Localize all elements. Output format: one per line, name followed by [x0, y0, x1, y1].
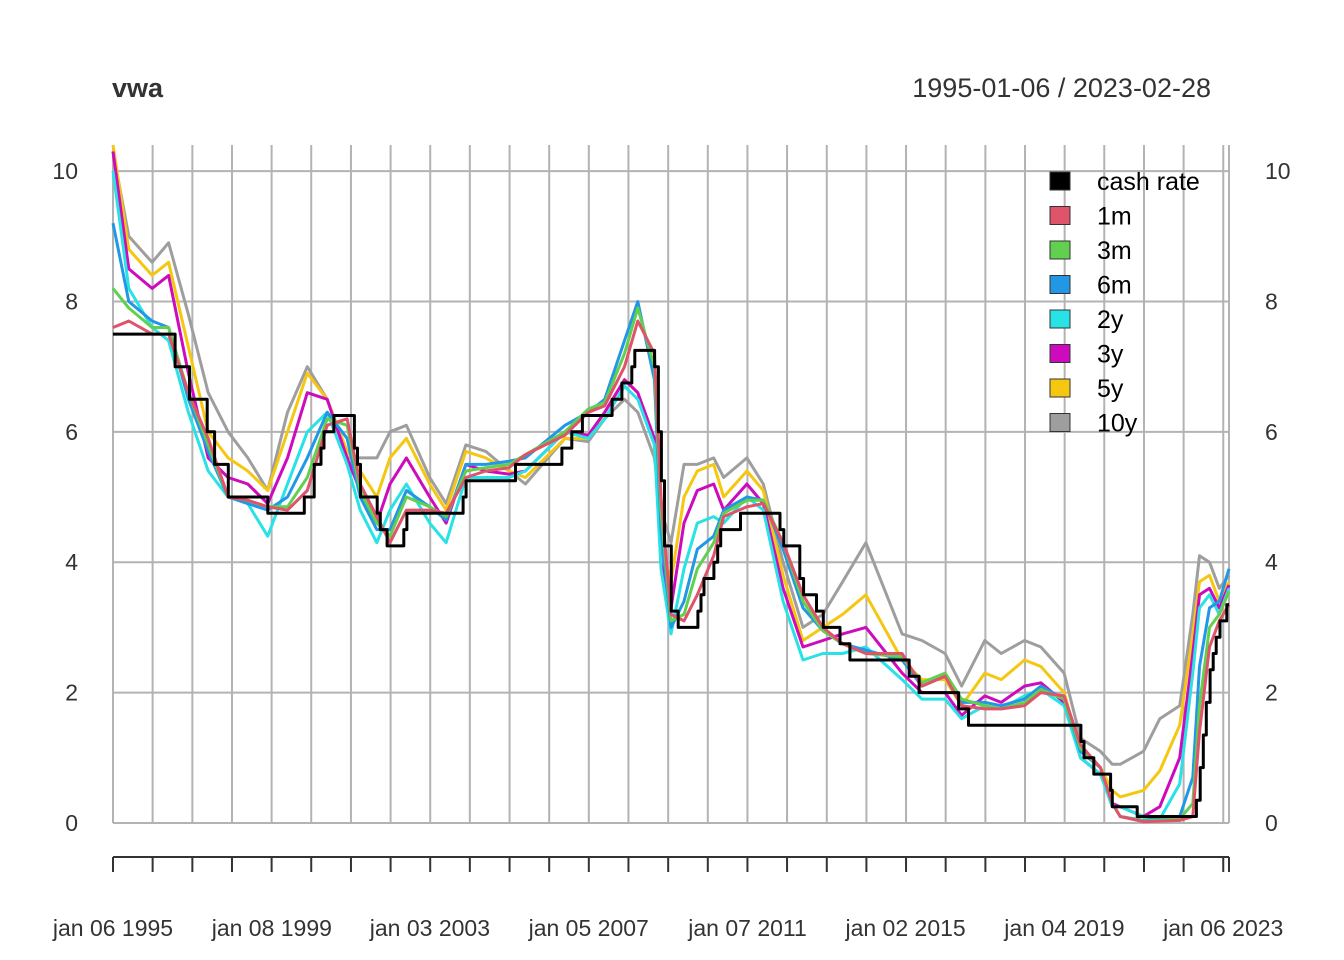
y-axis-ticks: 0 0 2 2 4 4 6 6 8 8 10 10	[52, 158, 1290, 836]
y-tick-label-right: 2	[1265, 680, 1278, 706]
chart-date-range: 1995-01-06 / 2023-02-28	[912, 73, 1211, 103]
x-tick-label: jan 02 2015	[844, 915, 965, 941]
legend: cash rate 1m 3m 6m 2y 3y 5y 10y	[1049, 168, 1200, 438]
legend-swatch	[1049, 240, 1071, 260]
legend-label: 1m	[1097, 203, 1132, 231]
y-tick-label-left: 4	[65, 549, 78, 575]
legend-swatch	[1049, 344, 1071, 363]
x-tick-label: jan 07 2011	[687, 915, 807, 941]
legend-label: 10y	[1097, 410, 1138, 438]
legend-swatch	[1049, 413, 1071, 432]
y-tick-label-left: 6	[65, 419, 78, 445]
x-tick-label: jan 06 2023	[1162, 915, 1283, 941]
chart-title: vwa	[112, 73, 164, 103]
y-tick-label-right: 4	[1265, 549, 1278, 575]
legend-label: 2y	[1097, 306, 1124, 334]
legend-swatch	[1049, 171, 1071, 191]
legend-swatch	[1049, 309, 1071, 329]
x-tick-label: jan 06 1995	[52, 915, 173, 941]
legend-label: 6m	[1097, 272, 1132, 300]
y-tick-label-right: 0	[1265, 810, 1278, 836]
y-tick-label-left: 2	[65, 680, 78, 706]
series-line-cash-rate	[113, 332, 1229, 818]
series-lines	[111, 144, 1231, 824]
x-tick-label: jan 04 2019	[1003, 915, 1124, 941]
legend-swatch	[1049, 275, 1071, 294]
legend-swatch	[1049, 378, 1071, 398]
y-tick-label-right: 8	[1265, 288, 1278, 314]
legend-label: 3y	[1097, 341, 1124, 369]
x-axis: jan 06 1995 jan 08 1999 jan 03 2003 jan 05 …	[52, 856, 1283, 941]
x-tick-label: jan 05 2007	[528, 915, 649, 941]
y-tick-label-left: 0	[65, 810, 78, 836]
legend-label: cash rate	[1097, 168, 1200, 196]
grid	[112, 145, 1230, 824]
y-tick-label-left: 8	[65, 288, 78, 314]
legend-label: 5y	[1097, 375, 1124, 403]
y-tick-label-right: 6	[1265, 419, 1278, 445]
legend-swatch	[1049, 206, 1071, 225]
legend-label: 3m	[1097, 237, 1132, 265]
series-line-10y	[111, 151, 1231, 766]
y-tick-label-right: 10	[1265, 158, 1291, 184]
x-tick-label: jan 03 2003	[369, 915, 490, 941]
y-tick-label-left: 10	[52, 158, 78, 184]
x-tick-label: jan 08 1999	[211, 915, 332, 941]
